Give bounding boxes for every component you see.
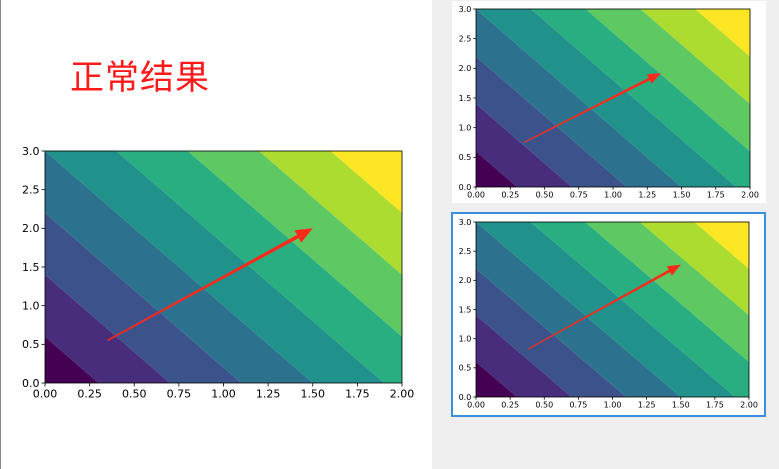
contour-band [530,9,750,187]
y-tick-label: 2.0 [459,276,472,285]
x-tick-label: 1.50 [301,388,326,401]
x-tick-label: 0.00 [467,191,485,200]
contour-band [694,222,749,269]
arrow [523,73,661,143]
y-tick-label: 0.5 [459,364,472,373]
x-tick-label: 1.25 [256,388,281,401]
heading: 正常结果 [70,58,210,98]
x-tick-label: 0.25 [501,401,519,410]
x-tick-label: 1.50 [673,191,691,200]
top-right-contour-plot: 0.00 0.25 0.50 0.75 1.00 1.25 1.50 1.75 2.00 0.0 0… [459,5,759,200]
x-tick-label: 0.00 [467,401,485,410]
contour-band [585,9,750,152]
contour-band [45,274,170,383]
contour-band [476,151,518,187]
y-tick-label: 1.0 [22,300,40,313]
x-tick-label: 0.50 [536,191,554,200]
y-tick-label: 1.5 [459,94,472,103]
contour-band [476,315,572,397]
contour-band [476,222,736,397]
x-tick-label: 0.50 [122,388,147,401]
contour-band [330,151,402,213]
arrow [527,264,681,350]
left-border [0,0,1,469]
y-tick-label: 0.5 [459,153,472,162]
y-tick-label: 3.0 [459,218,472,227]
contour-band [476,56,627,187]
main-contour-plot: 0.00 0.25 0.50 0.75 1.00 1.25 1.50 1.75 2.00 0.0 0… [22,145,414,401]
contour-band [476,103,572,187]
y-tick-label: 0.0 [459,183,472,192]
y-tick-label: 0.5 [22,338,40,351]
y-tick-label: 2.5 [459,34,472,43]
contour-band [476,362,517,397]
y-tick-label: 1.5 [459,305,472,314]
bottom-right-contour-plot: 0.00 0.25 0.50 0.75 1.00 1.25 1.50 1.75 2.00 0.0 0… [459,218,758,410]
x-tick-label: 0.25 [77,388,102,401]
contour-band [259,151,402,275]
y-tick-label: 2.0 [459,64,472,73]
x-tick-label: 0.00 [33,388,58,401]
contour-band [116,151,403,383]
y-tick-label: 1.0 [459,334,472,343]
arrow [107,228,313,342]
y-tick-label: 0.0 [22,377,40,390]
x-tick-label: 1.00 [211,388,236,401]
y-tick-label: 1.5 [22,261,40,274]
contour-band [530,222,749,397]
x-tick-label: 0.75 [570,191,588,200]
contour-band [476,268,627,397]
contour-band [187,151,402,337]
x-tick-label: 1.75 [345,388,370,401]
contour-band [476,9,737,187]
x-tick-label: 1.25 [638,401,656,410]
y-tick-label: 3.0 [459,5,472,14]
y-tick-label: 1.0 [459,123,472,132]
y-tick-label: 2.5 [22,184,40,197]
x-tick-label: 2.00 [740,401,758,410]
y-tick-label: 2.0 [22,222,40,235]
x-tick-label: 0.75 [167,388,192,401]
x-tick-label: 1.75 [707,191,725,200]
x-tick-label: 1.50 [672,401,690,410]
x-tick-label: 1.00 [604,191,622,200]
x-tick-label: 0.25 [501,191,519,200]
x-tick-label: 1.00 [604,401,622,410]
x-tick-label: 1.25 [638,191,656,200]
contour-band [45,151,385,383]
y-tick-label: 2.5 [459,247,472,256]
contour-band [45,212,242,383]
contour-band [639,222,749,316]
y-tick-label: 0.0 [459,393,472,402]
x-tick-label: 1.75 [706,401,724,410]
x-tick-label: 0.75 [569,401,587,410]
y-tick-label: 3.0 [22,145,40,158]
x-tick-label: 2.00 [390,388,415,401]
x-tick-label: 0.50 [535,401,553,410]
x-tick-label: 2.00 [741,191,759,200]
